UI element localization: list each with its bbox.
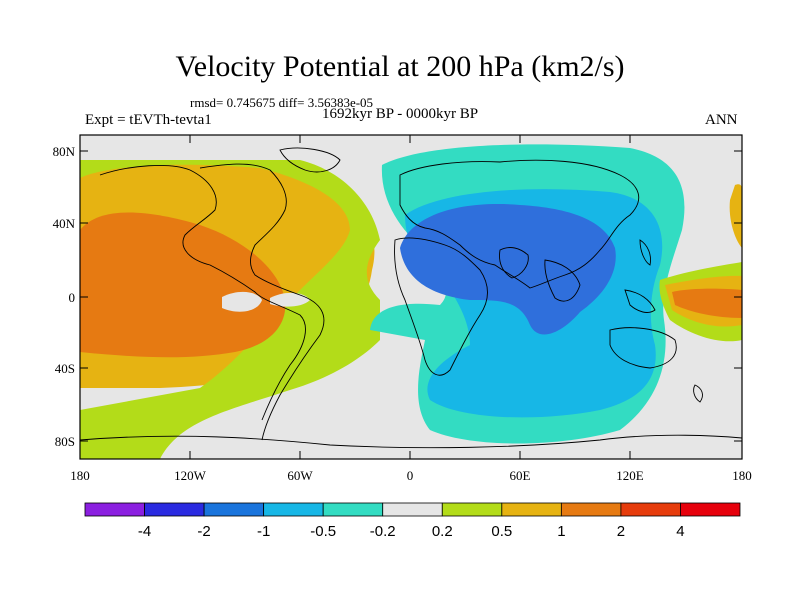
contour-field — [80, 135, 742, 459]
new-zealand — [693, 384, 703, 403]
rmsd-diff-stats: rmsd= 0.745675 diff= 3.56383e-05 — [190, 95, 374, 110]
colorbar-swatch — [203, 502, 265, 517]
colorbar-label: -0.2 — [370, 523, 396, 540]
field-negative-blue — [400, 204, 616, 335]
colorbar-swatch — [680, 502, 741, 517]
greenland — [279, 147, 341, 173]
field-npacific-gold — [729, 184, 742, 248]
field-wpacific-orange — [672, 288, 742, 318]
colorbar-labels: -4 -2 -1 -0.5 -0.2 0.2 0.5 1 2 4 — [138, 523, 685, 540]
latitude-labels: 80N 40N 0 40S 80S — [53, 144, 76, 449]
field-positive-orange — [80, 212, 286, 358]
india — [544, 259, 581, 302]
colorbar — [84, 502, 741, 517]
coastlines — [80, 147, 742, 449]
eurasia — [399, 159, 640, 289]
lon-tick-label: 0 — [407, 468, 414, 483]
colorbar-label: 1 — [557, 523, 565, 540]
lon-tick-label: 120E — [616, 468, 644, 483]
colorbar-swatch — [263, 502, 324, 517]
indonesia — [624, 289, 656, 313]
lat-tick-label: 40N — [53, 216, 76, 231]
antarctica — [80, 434, 742, 449]
lat-tick-label: 40S — [55, 361, 75, 376]
colorbar-swatch — [84, 502, 145, 517]
plot-title: Velocity Potential at 200 hPa (km2/s) — [175, 50, 625, 83]
lon-tick-label: 180 — [70, 468, 90, 483]
axis-ticks — [79, 135, 743, 459]
lon-tick-label: 60E — [510, 468, 531, 483]
lon-tick-label: 180 — [732, 468, 752, 483]
australia — [609, 327, 677, 369]
colorbar-label: 2 — [617, 523, 625, 540]
americas-east-coast — [199, 163, 325, 441]
longitude-labels: 180 120W 60W 0 60E 120E 180 — [70, 468, 752, 483]
neutral-patch-amazon — [222, 291, 262, 312]
colorbar-label: 4 — [676, 523, 684, 540]
americas-west-coast — [99, 164, 306, 421]
colorbar-label: -0.5 — [310, 523, 336, 540]
colorbar-swatch — [322, 502, 384, 517]
lat-tick-label: 80S — [55, 434, 75, 449]
arabia — [499, 247, 529, 279]
lat-tick-label: 80N — [53, 144, 76, 159]
colorbar-label: 0.5 — [491, 523, 512, 540]
colorbar-swatch — [560, 502, 622, 517]
colorbar-swatch — [382, 502, 443, 517]
africa — [394, 237, 488, 376]
season-label: ANN — [705, 112, 738, 128]
lon-tick-label: 60W — [287, 468, 313, 483]
colorbar-swatch — [620, 502, 681, 517]
experiment-label: Expt = tEVTh-tevta1 — [85, 112, 212, 128]
field-positive-lime — [80, 160, 380, 459]
lat-tick-label: 0 — [69, 290, 76, 305]
colorbar-label: 0.2 — [432, 523, 453, 540]
colorbar-label: -4 — [138, 523, 151, 540]
colorbar-swatch — [441, 502, 503, 517]
japan — [639, 239, 651, 266]
neutral-patch-atlantic — [270, 292, 310, 307]
colorbar-label: -1 — [257, 523, 270, 540]
colorbar-swatch — [501, 502, 562, 517]
lon-tick-label: 120W — [174, 468, 207, 483]
period-label: 1692kyr BP - 0000kyr BP — [322, 106, 479, 122]
colorbar-label: -2 — [197, 523, 210, 540]
colorbar-swatch — [144, 502, 205, 517]
